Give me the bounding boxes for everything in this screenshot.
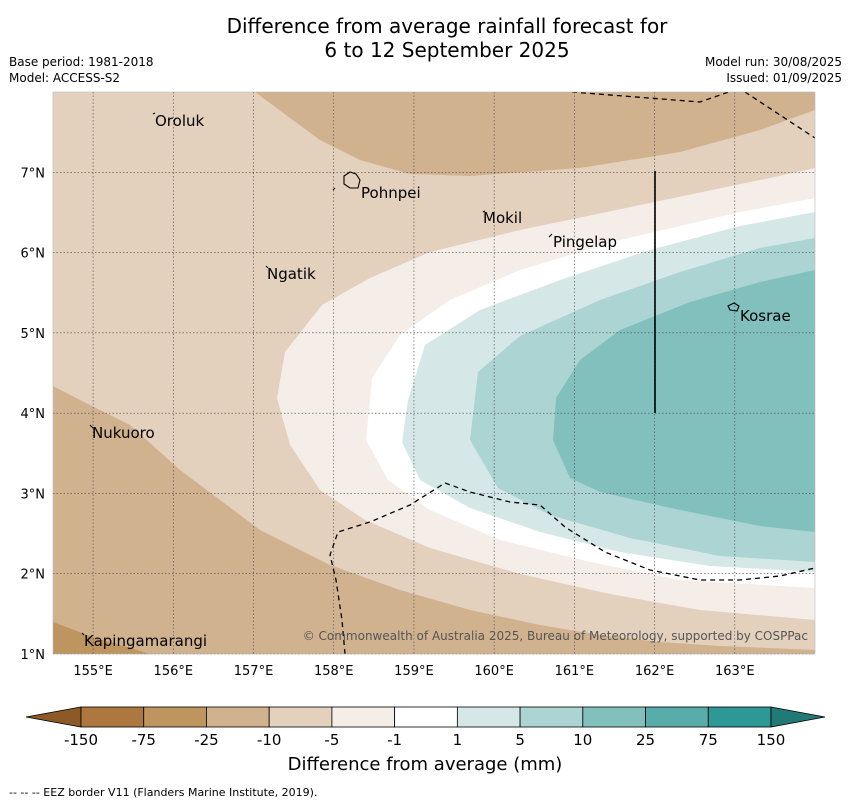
place-pingelap: Pingelap: [553, 233, 617, 251]
colorbar-tick-label: -25: [194, 731, 219, 749]
colorbar-segment: [645, 706, 709, 728]
latitude-tick-label: 7°N: [21, 166, 46, 181]
eez-north-1: [571, 92, 731, 103]
eez-south: [329, 482, 815, 654]
model-run: Model run: 30/08/2025: [704, 55, 842, 69]
colorbar-tick-label: -150: [64, 731, 98, 749]
place-kapingamarangi: Kapingamarangi: [84, 632, 207, 650]
place-labels: Oroluk Pohnpei Mokil Pingelap Ngatik Kos…: [84, 112, 791, 650]
place-nukuoro: Nukuoro: [92, 424, 155, 442]
contour-fill: [53, 92, 815, 654]
longitude-tick-label: 157°E: [234, 664, 274, 679]
place-mokil: Mokil: [483, 209, 522, 227]
issued-date: Issued: 01/09/2025: [726, 71, 842, 85]
longitude-tick-label: 158°E: [314, 664, 354, 679]
colorbar-segment: [268, 706, 333, 728]
band-minus25-north: [255, 92, 815, 176]
colorbar-labels: -150 -75 -25 -10 -5 -1 1 5 10 25 75 150: [64, 731, 785, 749]
model-name: Model: ACCESS-S2: [9, 71, 121, 85]
kapingamarangi-atoll-shape: [81, 632, 85, 636]
oroluk-atoll-shape: [152, 112, 156, 115]
pingelap-atoll-shape: [548, 233, 553, 238]
longitude-tick-label: 155°E: [73, 664, 113, 679]
longitude-labels: 155°E 156°E 157°E 158°E 159°E 160°E 161°E 162°E…: [73, 664, 754, 679]
colorbar-tick-label: 75: [699, 731, 718, 749]
longitude-tick-label: 162°E: [635, 664, 675, 679]
colorbar-tick-label: 1: [453, 731, 463, 749]
latitude-tick-label: 4°N: [21, 407, 46, 422]
longitude-tick-label: 159°E: [394, 664, 434, 679]
longitude-tick-label: 156°E: [154, 664, 194, 679]
base-info: Base period: 1981-2018 Model: ACCESS-S2: [9, 54, 154, 86]
colorbar-segment: [519, 706, 584, 728]
place-oroluk: Oroluk: [155, 112, 204, 130]
ngatik-atoll-shape: [265, 265, 269, 269]
colorbar-segment: [331, 706, 396, 728]
colorbar-segment: [394, 706, 458, 728]
colorbar-title: Difference from average (mm): [287, 754, 563, 775]
colorbar-segment: [582, 706, 646, 728]
eez-borders: [329, 92, 815, 654]
longitude-tick-label: 161°E: [555, 664, 595, 679]
latitude-tick-label: 6°N: [21, 247, 46, 262]
colorbar-tick-label: -10: [257, 731, 282, 749]
longitude-tick-label: 160°E: [474, 664, 514, 679]
kosrae-island-shape: [727, 302, 740, 312]
colorbar-tick-label: 150: [757, 731, 786, 749]
run-info: Model run: 30/08/2025 Issued: 01/09/2025: [705, 54, 842, 86]
colorbar-tick-label: 25: [636, 731, 655, 749]
colorbar-segment: [80, 706, 145, 728]
band-plus10: [553, 270, 815, 532]
title-line-2: 6 to 12 September 2025: [324, 38, 570, 62]
islands: [81, 112, 740, 636]
colorbar-segment: [456, 706, 521, 728]
colorbar-segment: [206, 706, 270, 728]
colorbar-segment: [143, 706, 207, 728]
title-line-1: Difference from average rainfall forecas…: [226, 14, 668, 38]
place-pohnpei: Pohnpei: [361, 184, 421, 202]
mokil-atoll-shape: [482, 210, 486, 213]
place-kosrae: Kosrae: [740, 307, 791, 325]
colorbar: [25, 706, 826, 728]
colorbar-segment: [707, 706, 772, 728]
colorbar-tick-label: -5: [324, 731, 339, 749]
nukuoro-atoll-shape: [89, 424, 94, 429]
eez-north-2: [744, 92, 815, 139]
latitude-tick-label: 2°N: [21, 568, 46, 583]
colorbar-extend-low: [25, 706, 82, 728]
colorbar-extend-high: [770, 706, 826, 728]
latitude-tick-label: 1°N: [21, 648, 46, 663]
map-title: Difference from average rainfall forecas…: [0, 14, 850, 62]
latitude-labels: 1°N 2°N 3°N 4°N 5°N 6°N 7°N: [21, 166, 46, 663]
copyright-notice: © Commonwealth of Australia 2025, Bureau…: [303, 629, 808, 643]
colorbar-tick-label: 10: [573, 731, 592, 749]
place-ngatik: Ngatik: [267, 265, 316, 283]
band-minus25-south: [53, 386, 815, 654]
eez-footnote: -- -- -- EEZ border V11 (Flanders Marine…: [9, 786, 318, 799]
band-minus75-south: [53, 622, 150, 654]
latitude-tick-label: 3°N: [21, 487, 46, 502]
base-period: Base period: 1981-2018: [9, 55, 154, 69]
colorbar-tick-label: -75: [131, 731, 156, 749]
latitude-tick-label: 5°N: [21, 327, 46, 342]
pohnpei-island-shape: [343, 171, 361, 189]
longitude-tick-label: 163°E: [715, 664, 755, 679]
colorbar-tick-label: 5: [515, 731, 525, 749]
plot-frame: [52, 91, 816, 655]
colorbar-tick-label: -1: [387, 731, 402, 749]
ant-atoll-shape: [332, 187, 336, 191]
